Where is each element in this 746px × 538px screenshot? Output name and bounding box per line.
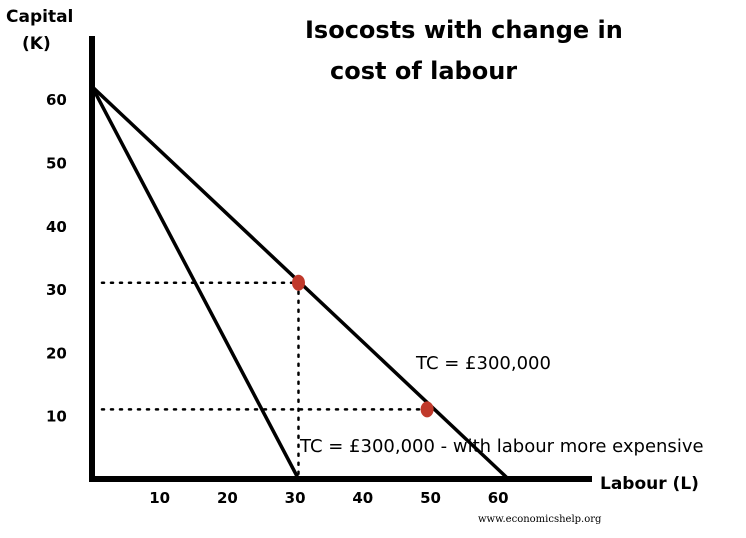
point-1 bbox=[291, 274, 305, 291]
point-2 bbox=[420, 401, 434, 418]
y-tick-label-60: 60 bbox=[46, 91, 67, 109]
chart-title-line-2: cost of labour bbox=[330, 57, 517, 85]
y-axis-label-line-1: Capital bbox=[6, 7, 73, 27]
x-tick-label-60: 60 bbox=[488, 489, 509, 507]
x-tick-label-50: 50 bbox=[420, 489, 441, 507]
x-axis-label: Labour (L) bbox=[600, 474, 699, 494]
x-tick-label-10: 10 bbox=[149, 489, 170, 507]
y-tick-label-40: 40 bbox=[46, 218, 67, 236]
y-tick-label-50: 50 bbox=[46, 155, 67, 173]
y-tick-label-20: 20 bbox=[46, 344, 67, 362]
x-tick-label-20: 20 bbox=[217, 489, 238, 507]
y-tick-labels: 10 20 30 40 50 60 bbox=[46, 91, 67, 426]
x-tick-labels: 10 20 30 40 50 60 bbox=[149, 489, 508, 507]
annotation-tc-original: TC = £300,000 bbox=[415, 353, 551, 374]
annotation-tc-labour-expensive: TC = £300,000 - with labour more expensi… bbox=[299, 436, 704, 457]
y-axis-label-line-2: (K) bbox=[22, 34, 51, 54]
y-tick-label-10: 10 bbox=[46, 408, 67, 426]
chart-title-line-1: Isocosts with change in bbox=[305, 16, 623, 44]
credit-text: www.economicshelp.org bbox=[478, 514, 602, 525]
dotted-guides bbox=[100, 281, 429, 477]
y-tick-label-30: 30 bbox=[46, 281, 67, 299]
isocost-line-2 bbox=[90, 85, 301, 480]
marked-points bbox=[291, 274, 434, 418]
x-tick-label-40: 40 bbox=[352, 489, 373, 507]
x-tick-label-30: 30 bbox=[285, 489, 306, 507]
